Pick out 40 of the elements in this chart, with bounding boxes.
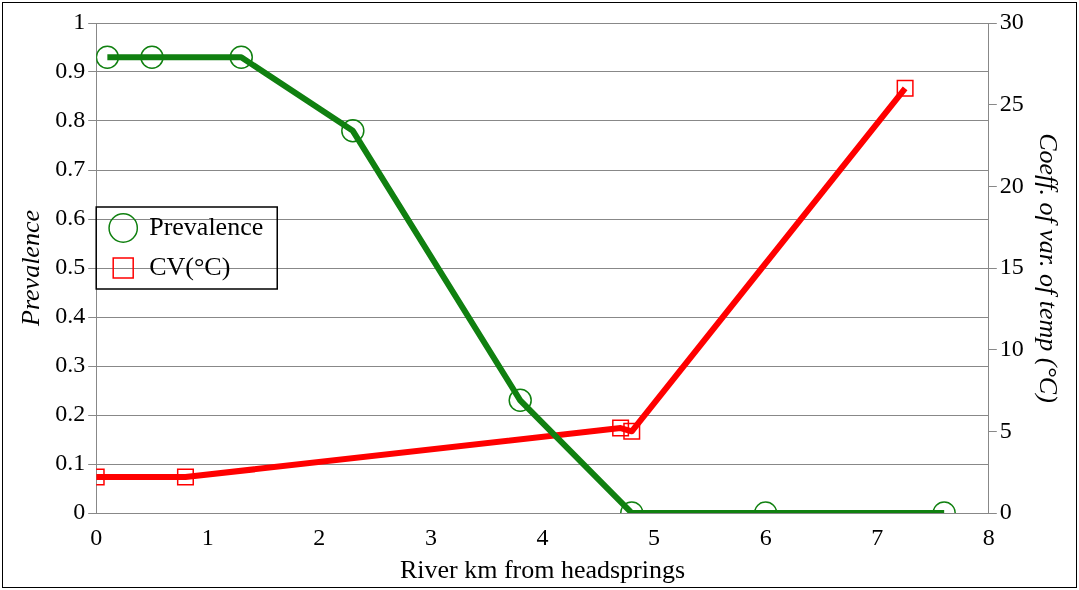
y2-tick-label: 25 — [999, 89, 1024, 116]
y2-axis-title: Coeff. of var. of temp (°C) — [1033, 133, 1063, 403]
legend-label: Prevalence — [149, 211, 264, 241]
point — [140, 45, 164, 70]
x-tick-label: 2 — [313, 523, 326, 550]
y-tick-label: 0.5 — [55, 253, 86, 280]
y-tick-label: 0.8 — [55, 106, 86, 133]
y-tick-label: 0.7 — [55, 155, 86, 182]
x-tick-label: 6 — [759, 523, 772, 550]
x-axis-title: River km from headsprings — [399, 555, 686, 585]
point — [612, 419, 630, 437]
y-tick-label: 0.2 — [55, 400, 86, 427]
y-tick-label: 0 — [73, 498, 86, 525]
y2-tick-label: 15 — [999, 253, 1024, 280]
point — [341, 119, 365, 143]
y2-tick-label: 5 — [999, 416, 1012, 443]
y2-tick-label: 20 — [999, 171, 1024, 198]
y-tick-label: 0.4 — [55, 302, 86, 329]
y-tick-label: 1 — [73, 8, 86, 35]
y2-tick-label: 0 — [999, 498, 1012, 525]
y-tick-label: 0.6 — [55, 204, 86, 231]
x-tick-label: 3 — [424, 523, 437, 550]
y-axis-title: Prevalence — [16, 210, 46, 327]
x-tick-label: 1 — [201, 523, 214, 550]
point — [176, 468, 194, 486]
x-tick-label: 0 — [90, 523, 103, 550]
point — [623, 422, 641, 440]
legend-label: CV(°C) — [149, 251, 231, 281]
y-tick-label: 0.9 — [55, 57, 86, 84]
x-tick-label: 5 — [648, 523, 661, 550]
x-tick-label: 4 — [536, 523, 549, 550]
x-tick-label: 7 — [871, 523, 884, 550]
y2-tick-label: 10 — [999, 334, 1024, 361]
y2-tick-label: 30 — [999, 8, 1024, 35]
point — [896, 79, 914, 97]
point — [229, 45, 253, 70]
y-tick-label: 0.1 — [55, 449, 86, 476]
point — [96, 45, 120, 70]
x-tick-label: 8 — [982, 523, 995, 550]
y-tick-label: 0.3 — [55, 351, 86, 378]
